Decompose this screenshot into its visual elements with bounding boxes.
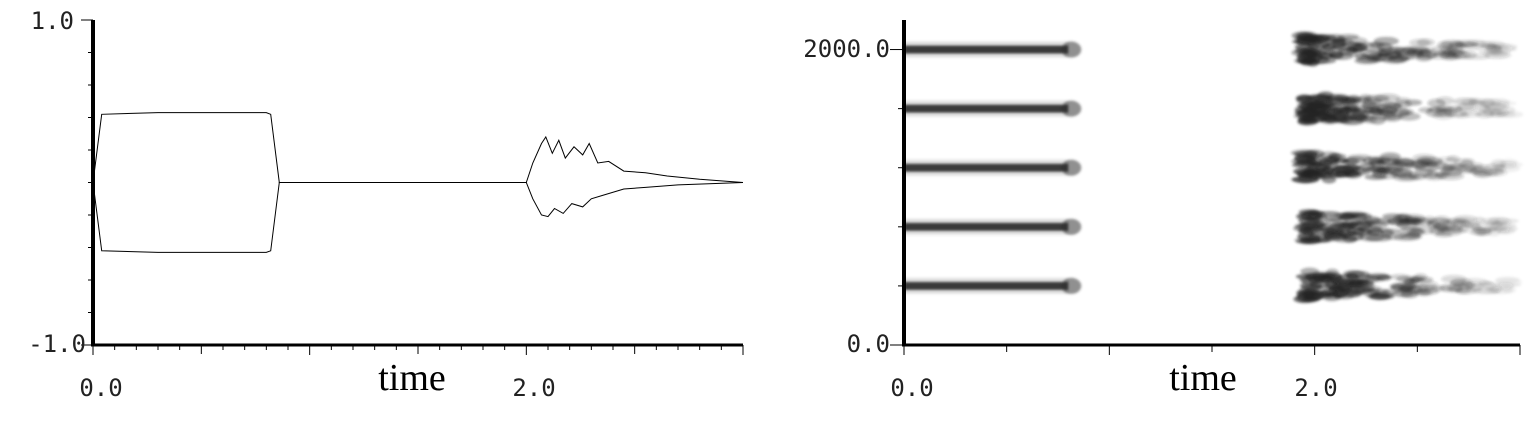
spectrogram-band-400-steady xyxy=(904,277,1082,294)
spectrogram-band-1200-steady xyxy=(904,159,1082,176)
waveform-plot: 1.0 -1.0 0.0 2.0 time xyxy=(28,7,744,402)
waveform-upper-envelope xyxy=(92,112,744,183)
waveform-y-ticks xyxy=(81,19,93,346)
waveform-x-tick-label-0: 0.0 xyxy=(79,374,122,402)
waveform-lower-envelope xyxy=(92,182,744,253)
spectrogram-y-tick-label-top: 2000.0 xyxy=(803,35,890,63)
spectrogram-band-2000-steady xyxy=(904,41,1082,58)
spectrogram-band-400-noisy xyxy=(1293,267,1523,304)
spectrogram-band-800-steady xyxy=(904,218,1082,235)
spectrogram-band-1600-noisy xyxy=(1293,91,1524,126)
spectrogram-band-1600-steady xyxy=(904,100,1082,117)
waveform-y-tick-label-bottom: -1.0 xyxy=(28,330,86,358)
spectrogram-x-tick-label-0: 0.0 xyxy=(890,374,933,402)
spectrogram-y-ticks xyxy=(890,49,904,346)
spectrogram-x-axis-title: time xyxy=(1169,357,1237,399)
spectrogram-y-tick-label-bottom: 0.0 xyxy=(847,330,890,358)
spectrogram-x-ticks xyxy=(903,345,1521,355)
spectrogram-x-tick-label-2: 2.0 xyxy=(1294,374,1337,402)
spectrogram-band-2000-noisy xyxy=(1291,31,1518,67)
waveform-x-axis-title: time xyxy=(378,357,446,399)
waveform-x-tick-label-2: 2.0 xyxy=(512,374,555,402)
spectrogram-plot: 2000.0 0.0 0.0 2.0 time xyxy=(803,20,1524,402)
spectrogram-marks xyxy=(904,31,1524,304)
spectrogram-band-1200-noisy xyxy=(1290,149,1523,184)
spectrogram-band-800-noisy xyxy=(1293,209,1519,245)
waveform-y-tick-label-top: 1.0 xyxy=(31,7,74,35)
waveform-x-ticks xyxy=(92,345,744,355)
